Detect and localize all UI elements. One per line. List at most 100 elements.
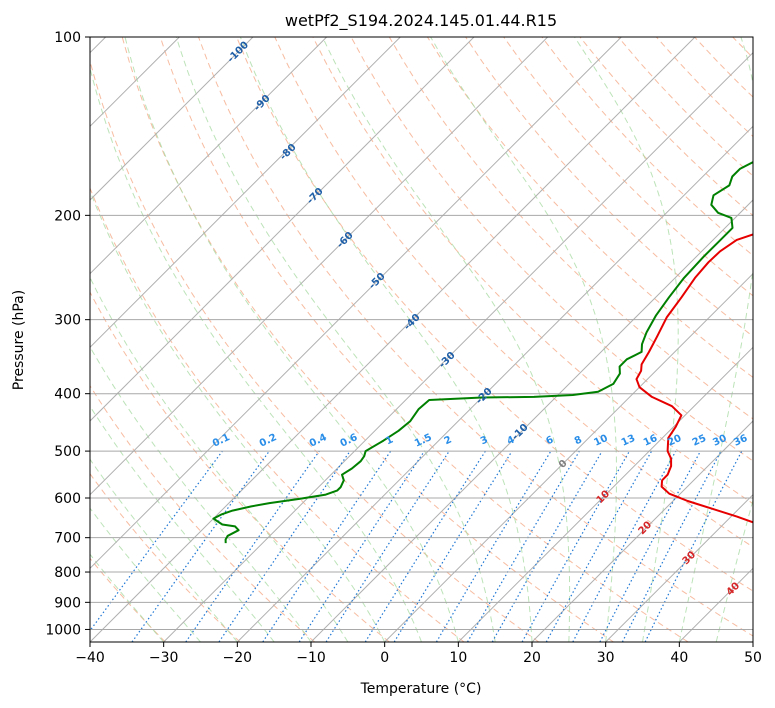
dry-adiabat xyxy=(236,37,753,592)
x-tick-label: 30 xyxy=(597,650,615,666)
isotherm-line xyxy=(752,641,753,642)
isotherm-line xyxy=(90,37,475,422)
mixing-ratio-label: 10 xyxy=(592,433,609,449)
dry-adiabat xyxy=(694,37,753,98)
dry-adiabat-label: -80 xyxy=(278,142,299,163)
x-axis: −40 −30 −20 −10 0 10 20 30 40 50 xyxy=(75,642,762,666)
mixing-ratio-label: 1.5 xyxy=(413,432,434,449)
pressure-grid xyxy=(90,37,753,630)
dry-adiabat xyxy=(350,37,753,462)
mixing-ratio-line xyxy=(185,450,320,642)
y-tick-label: 600 xyxy=(54,491,81,507)
mixing-ratio-label: 4 xyxy=(505,434,516,447)
moist-adiabat xyxy=(90,553,165,642)
mixing-ratio-line xyxy=(218,450,351,642)
dry-adiabat xyxy=(90,472,241,642)
dry-adiabat xyxy=(656,37,753,138)
dry-adiabat-label: -40 xyxy=(402,312,423,333)
mixing-ratio-label: 36 xyxy=(732,433,749,449)
dry-adiabat xyxy=(274,37,753,548)
mixing-ratio-line xyxy=(131,450,270,642)
moist-adiabat xyxy=(90,276,349,642)
y-tick-label: 100 xyxy=(54,30,81,46)
moist-adiabat xyxy=(90,507,201,642)
mixing-ratio-label: 20 xyxy=(666,433,683,449)
isotherm-line xyxy=(457,346,753,642)
background-lines xyxy=(90,37,775,642)
dry-adiabat xyxy=(426,37,753,378)
mixing-ratio-line xyxy=(572,450,677,642)
isotherm-line xyxy=(90,37,622,570)
moist-adiabat xyxy=(124,37,459,642)
mixing-ratio-line xyxy=(599,450,702,642)
moist-adiabat xyxy=(715,498,753,642)
mixing-ratio-line xyxy=(298,450,425,642)
y-tick-label: 1000 xyxy=(45,622,81,638)
isotherm-line xyxy=(90,37,696,642)
x-tick-label: 20 xyxy=(523,650,541,666)
moist-adiabat xyxy=(90,345,312,642)
mixing-ratio-label: 1 xyxy=(384,434,395,447)
y-tick-label: 700 xyxy=(54,531,81,547)
moist-adiabat xyxy=(175,37,496,642)
mixing-ratio-label: 6 xyxy=(544,434,555,447)
dry-adiabat xyxy=(90,291,390,642)
dry-adiabat xyxy=(312,37,753,505)
mixing-ratio-line xyxy=(262,450,392,642)
mixing-ratio-label: 3 xyxy=(479,434,490,447)
isotherm-line xyxy=(90,37,401,349)
mixing-ratio-label: 16 xyxy=(642,433,659,449)
x-tick-label: −30 xyxy=(149,650,179,666)
x-tick-label: 0 xyxy=(380,650,389,666)
mixing-ratio-label: 0.4 xyxy=(308,432,329,449)
dry-adiabat xyxy=(90,384,316,642)
dry-adiabat xyxy=(121,37,614,642)
y-tick-label: 500 xyxy=(54,444,81,460)
profile-line xyxy=(635,233,753,524)
moist-adiabat xyxy=(678,37,753,642)
dry-adiabat-label: -90 xyxy=(252,93,273,114)
dry-adiabat xyxy=(771,37,775,642)
moist-adiabat xyxy=(90,65,422,642)
isotherm-line xyxy=(384,272,753,642)
mixing-ratio-label: 30 xyxy=(711,433,728,449)
x-tick-label: 10 xyxy=(449,650,467,666)
y-tick-label: 900 xyxy=(54,595,81,611)
moist-adiabat xyxy=(90,458,238,642)
x-axis-label: Temperature (°C) xyxy=(360,681,482,697)
isotherm-line xyxy=(90,37,328,275)
dry-adiabat xyxy=(90,186,465,642)
y-axis-label: Pressure (hPa) xyxy=(11,290,27,390)
plot-frame xyxy=(89,36,754,643)
mixing-ratio-label: 0.2 xyxy=(258,432,279,449)
dry-adiabat-label: -60 xyxy=(335,230,356,251)
mixing-ratio-line xyxy=(393,450,513,642)
mixing-ratio-line xyxy=(325,450,450,642)
y-tick-label: 300 xyxy=(54,313,81,329)
y-tick-label: 400 xyxy=(54,387,81,403)
isotherm-line xyxy=(678,567,753,642)
mixing-ratio-label: 0.1 xyxy=(211,432,232,449)
isotherm-line xyxy=(90,37,549,496)
profile-line xyxy=(212,161,753,544)
dry-adiabat xyxy=(90,59,540,642)
isotherm-line xyxy=(90,37,254,201)
mixing-ratio-label: 25 xyxy=(691,433,708,449)
moist-adiabat xyxy=(322,37,571,642)
mixing-ratio-line xyxy=(545,450,653,642)
dry-adiabat xyxy=(388,37,753,420)
isotherm-line xyxy=(605,493,753,642)
dry-adiabat-label: -20 xyxy=(474,386,495,407)
y-axis: 100 200 300 400 500 600 700 800 900 1000 xyxy=(45,30,90,638)
moist-adiabat xyxy=(90,189,386,642)
moist-adiabat xyxy=(239,37,533,642)
mixing-ratio-line xyxy=(90,450,223,632)
x-tick-label: −10 xyxy=(296,650,326,666)
mixing-ratio-line xyxy=(621,450,722,642)
moist-adiabat xyxy=(90,405,275,642)
dry-adiabat xyxy=(465,37,753,338)
isotherm-line xyxy=(163,51,753,642)
mixing-ratio-label: 8 xyxy=(573,434,584,447)
dry-adiabat xyxy=(159,37,689,642)
mixing-ratio-label: 13 xyxy=(620,433,637,449)
